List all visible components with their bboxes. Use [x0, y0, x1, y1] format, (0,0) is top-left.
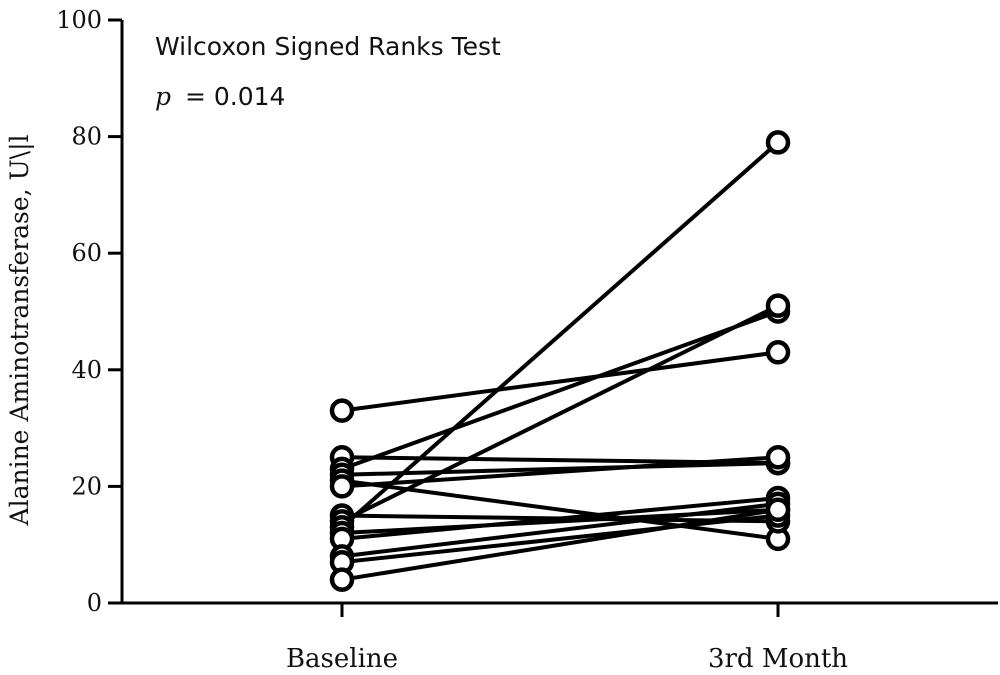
annotation-p-value: p = 0.014 [155, 82, 285, 111]
baseline-point [329, 398, 355, 423]
y-tick-label: 100 [56, 6, 102, 34]
third-month-point [765, 130, 791, 155]
series-line [340, 350, 780, 413]
third-month-point [765, 293, 791, 318]
y-tick-label: 0 [87, 589, 102, 617]
y-tick-label: 20 [71, 472, 102, 500]
x-ticks: Baseline 3rd Month [286, 603, 848, 674]
x-category-label: 3rd Month [708, 644, 848, 674]
series-points [329, 130, 791, 592]
p-symbol: p [155, 82, 171, 111]
series-line [340, 461, 780, 477]
baseline-point [329, 567, 355, 592]
series-line [340, 496, 780, 541]
p-value-text: = 0.014 [185, 82, 285, 111]
series-line [340, 140, 780, 530]
y-axis-label: Alanine Aminotransferase, U\|l [5, 135, 35, 527]
series-line [340, 303, 780, 524]
series-line [340, 455, 780, 489]
annotation-test-name: Wilcoxon Signed Ranks Test [155, 32, 501, 61]
series-lines [340, 140, 780, 582]
x-category-label: Baseline [286, 644, 398, 674]
series-line [340, 478, 780, 541]
series-line [340, 309, 780, 471]
series-line [340, 501, 780, 559]
series-line [340, 507, 780, 582]
third-month-point [765, 445, 791, 470]
y-tick-label: 40 [71, 356, 102, 384]
baseline-point [329, 474, 355, 499]
y-tick-label: 60 [71, 239, 102, 267]
third-month-point [765, 340, 791, 365]
third-month-point [765, 497, 791, 522]
axes [120, 20, 998, 605]
y-ticks: 0 20 40 60 80 100 [56, 6, 122, 617]
y-tick-label: 80 [71, 123, 102, 151]
